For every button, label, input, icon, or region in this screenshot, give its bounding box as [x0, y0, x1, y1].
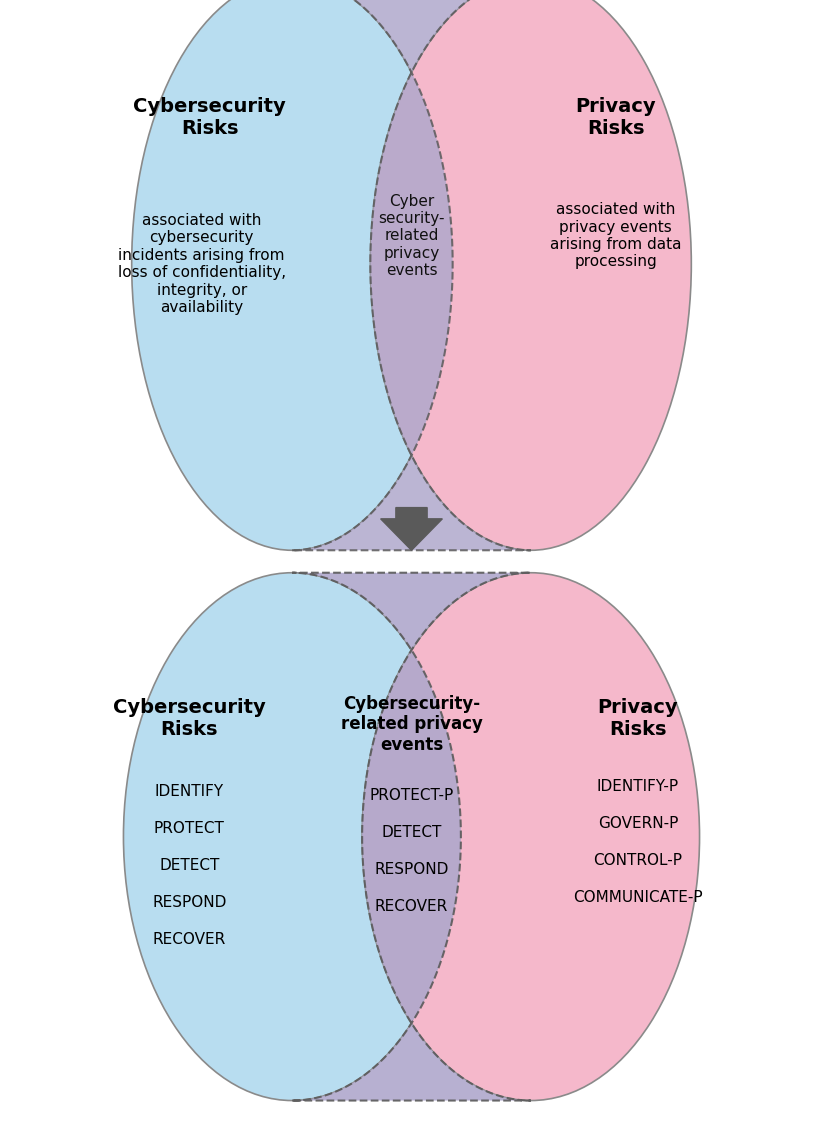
Polygon shape: [292, 573, 531, 1101]
Text: Privacy
Risks: Privacy Risks: [597, 699, 678, 739]
FancyArrow shape: [380, 508, 442, 550]
Ellipse shape: [370, 0, 691, 550]
Text: Cybersecurity
Risks: Cybersecurity Risks: [113, 699, 266, 739]
Text: CONTROL-P: CONTROL-P: [593, 852, 682, 868]
Text: PROTECT-P: PROTECT-P: [370, 787, 453, 803]
Text: RECOVER: RECOVER: [152, 932, 226, 948]
Ellipse shape: [362, 573, 700, 1101]
Text: Cybersecurity
Risks: Cybersecurity Risks: [133, 98, 286, 138]
Text: RESPOND: RESPOND: [374, 861, 449, 877]
Text: associated with
cybersecurity
incidents arising from
loss of confidentiality,
in: associated with cybersecurity incidents …: [118, 213, 286, 314]
Ellipse shape: [123, 573, 461, 1101]
Text: Cyber
security-
related
privacy
events: Cyber security- related privacy events: [379, 193, 444, 279]
Text: Privacy
Risks: Privacy Risks: [575, 98, 656, 138]
Text: GOVERN-P: GOVERN-P: [597, 815, 678, 831]
Text: PROTECT: PROTECT: [154, 821, 225, 837]
Text: IDENTIFY: IDENTIFY: [155, 784, 224, 800]
Text: associated with
privacy events
arising from data
processing: associated with privacy events arising f…: [550, 202, 681, 270]
Text: DETECT: DETECT: [159, 858, 220, 874]
Text: COMMUNICATE-P: COMMUNICATE-P: [573, 889, 703, 905]
Ellipse shape: [132, 0, 453, 550]
Text: RESPOND: RESPOND: [152, 895, 226, 911]
Text: Cybersecurity-
related privacy
events: Cybersecurity- related privacy events: [341, 694, 482, 755]
Text: IDENTIFY-P: IDENTIFY-P: [597, 778, 679, 794]
Polygon shape: [292, 0, 531, 550]
Text: DETECT: DETECT: [381, 824, 442, 840]
Text: RECOVER: RECOVER: [374, 898, 449, 914]
